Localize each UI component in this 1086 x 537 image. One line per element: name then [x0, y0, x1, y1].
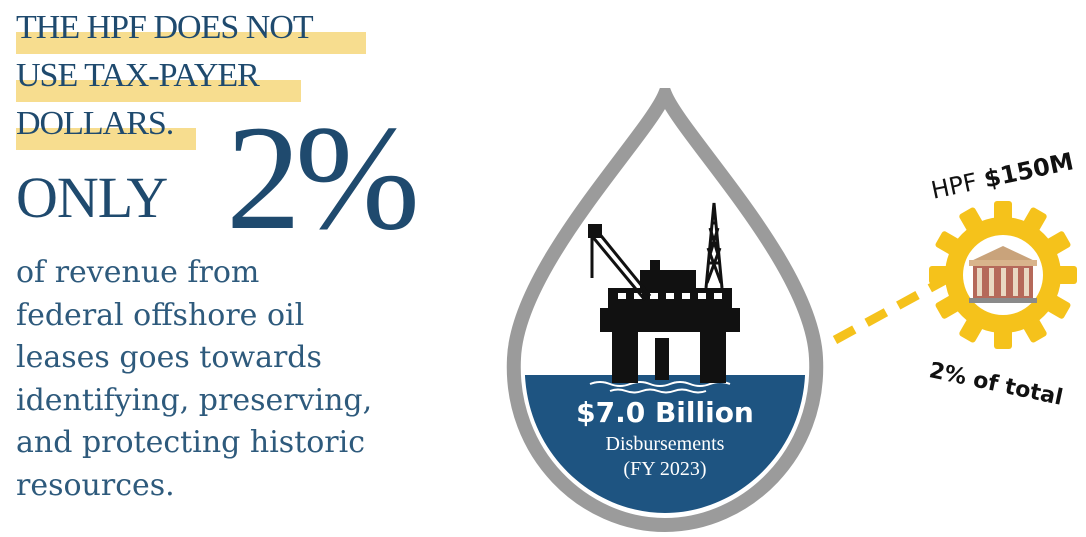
highlight-bar [16, 80, 301, 102]
hpf-share-label: 2% of total [926, 358, 1066, 411]
rig-shadow [612, 375, 726, 383]
body-line-6: resources. [16, 467, 175, 503]
headline-line-3: DOLLARS. [16, 106, 196, 150]
headline-line-1: THE HPF DOES NOT [16, 10, 366, 54]
offshore-oil-rig-icon [588, 202, 740, 380]
gear-icon [929, 201, 1077, 349]
percent-callout: 2% [226, 95, 420, 261]
body-line-4: identifying, preserving, [16, 382, 373, 418]
body-line-2: federal offshore oil [16, 297, 305, 333]
oil-drop-graphic: $7.0 Billion Disbursements (FY 2023) [500, 75, 830, 533]
oil-drop-svg [506, 75, 824, 533]
body-line-3: leases goes towards [16, 340, 322, 375]
disbursement-amount: $7.0 Billion [576, 396, 754, 429]
hpf-share-badge: HPF $150M [820, 140, 1086, 440]
body-paragraph: of revenue from federal offshore oil lea… [16, 252, 456, 507]
dashed-connector [832, 276, 948, 344]
drop-outline [506, 75, 824, 533]
disbursement-period: (FY 2023) [623, 458, 707, 480]
headline-line-2: USE TAX-PAYER [16, 58, 301, 102]
waves [589, 381, 731, 394]
hpf-amount-label: HPF $150M [928, 147, 1076, 205]
body-line-5: and protecting historic [16, 425, 366, 460]
highlight-bar [16, 32, 366, 54]
body-line-1: of revenue from [16, 255, 260, 290]
left-text-panel: THE HPF DOES NOT USE TAX-PAYER DOLLARS. … [8, 0, 478, 533]
historic-building-icon [969, 246, 1037, 303]
only-label: ONLY [16, 165, 168, 230]
disbursement-label: Disbursements [605, 433, 725, 455]
highlight-bar [16, 128, 196, 150]
